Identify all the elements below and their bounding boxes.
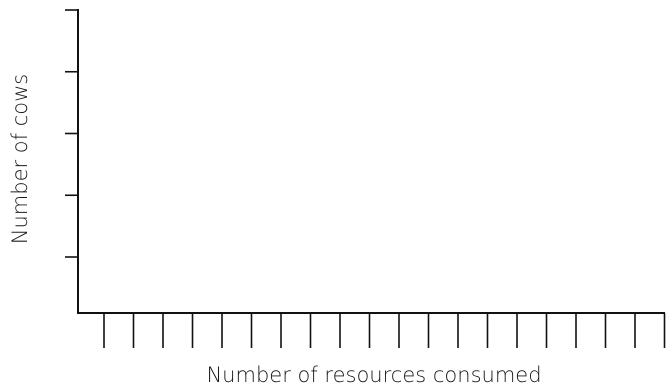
y-axis-label: Number of cows <box>8 74 32 244</box>
y-axis-ticks <box>65 9 78 258</box>
x-axis-ticks <box>103 313 666 348</box>
x-axis-label: Number of resources consumed <box>206 363 541 387</box>
